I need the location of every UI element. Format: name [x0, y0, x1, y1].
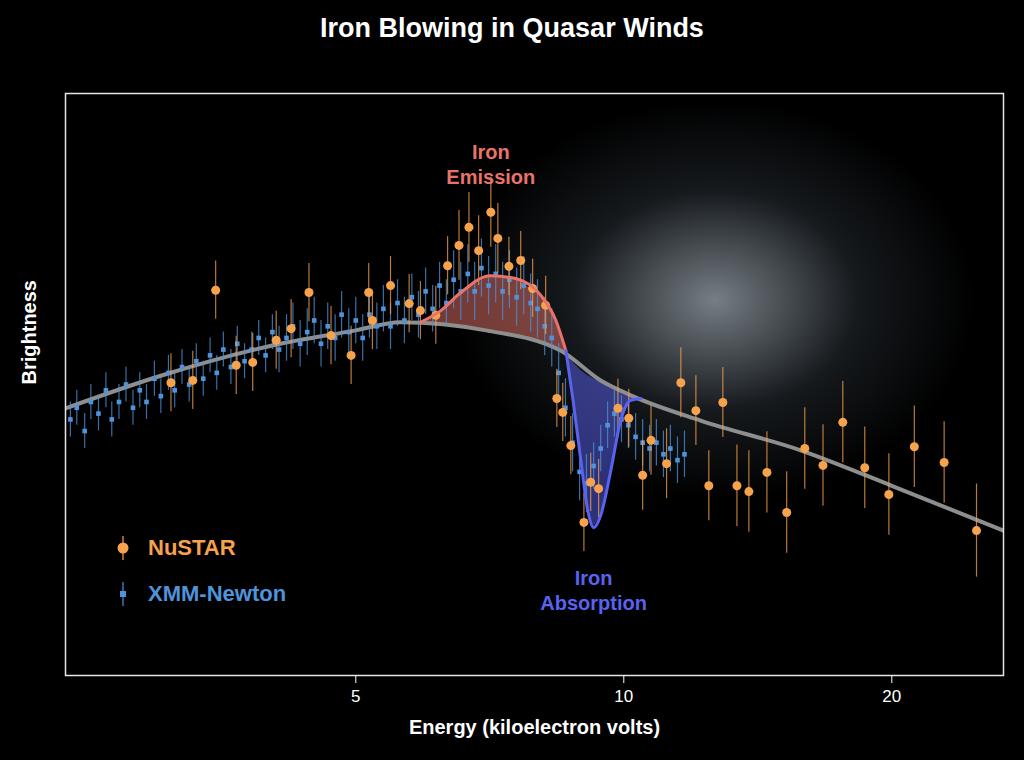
html-text:NuSTAR: NuSTAR — [148, 535, 236, 560]
svg-text:10: 10 — [614, 687, 633, 706]
svg-text:Energy (kiloelectron volts): Energy (kiloelectron volts) — [409, 716, 660, 738]
svg-text:IronEmission: IronEmission — [446, 141, 535, 188]
svg-text:5: 5 — [351, 687, 360, 706]
svg-text:Brightness: Brightness — [18, 280, 40, 384]
html-text:XMM-Newton: XMM-Newton — [148, 581, 287, 606]
svg-text:20: 20 — [882, 687, 901, 706]
html-text:Iron Blowing in Quasar Winds: Iron Blowing in Quasar Winds — [320, 13, 704, 43]
svg-text:IronAbsorption: IronAbsorption — [540, 567, 647, 614]
